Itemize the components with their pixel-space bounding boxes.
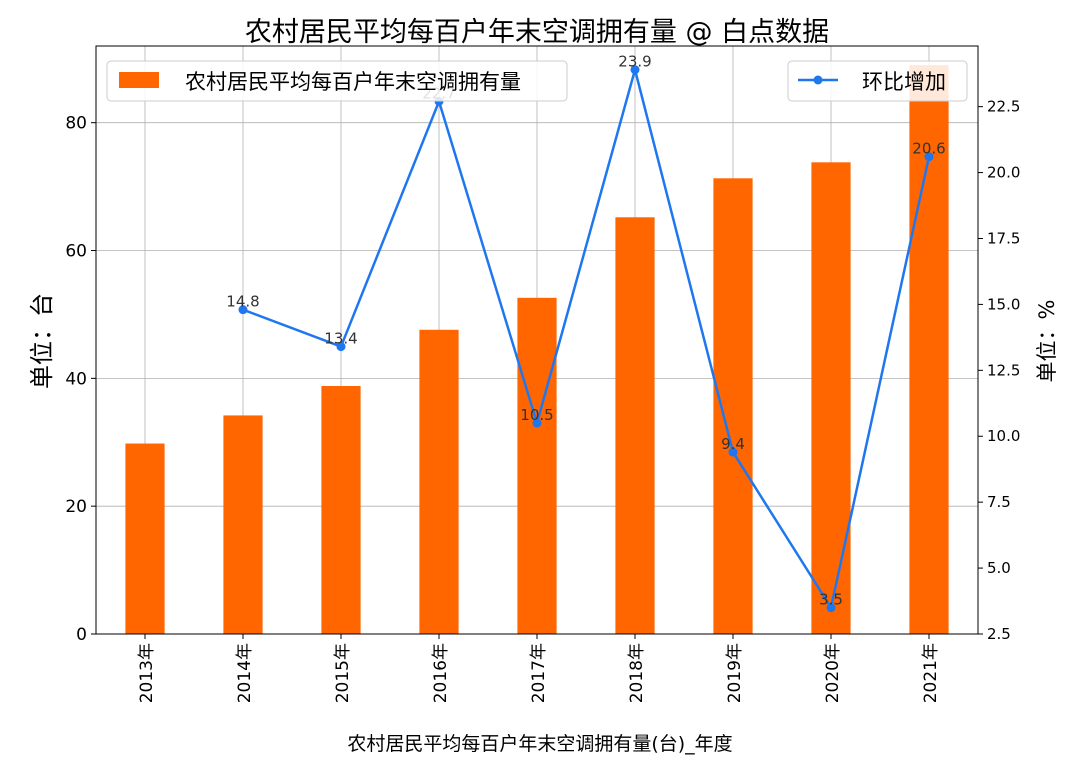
line-path — [242, 68, 931, 609]
legend-bar-swatch — [119, 72, 159, 88]
data-label: 20.6 — [912, 140, 945, 158]
data-label: 9.4 — [721, 435, 745, 453]
axes: 0 20 40 60 80 2.5 5.0 7.5 10.0 12.5 15.0 17.5 20.0 22… — [65, 45, 1020, 703]
y-axis-right-label: 单位：% — [1035, 300, 1059, 383]
legend-line-marker — [813, 75, 823, 85]
line-point — [336, 342, 346, 352]
x-tick-label: 2018年 — [627, 643, 647, 703]
bar — [811, 162, 851, 635]
y-left-tick-label: 60 — [65, 242, 87, 262]
y-right-tick-label: 22.5 — [987, 98, 1020, 116]
x-tick-label: 2014年 — [235, 643, 255, 703]
x-axis-label: 农村居民平均每百户年末空调拥有量(台)_年度 — [347, 733, 732, 755]
x-tick-label: 2019年 — [725, 643, 745, 703]
y-right-tick-label: 7.5 — [987, 493, 1011, 511]
y-right-tick-label: 5.0 — [987, 559, 1011, 577]
x-tick-label: 2013年 — [137, 643, 157, 703]
y-right-tick-label: 20.0 — [987, 164, 1020, 182]
y-right-tick-label: 12.5 — [987, 361, 1020, 379]
y-right-tick-label: 10.0 — [987, 427, 1020, 445]
y-left-tick-label: 20 — [65, 497, 87, 517]
legend-line: 环比增加 — [787, 60, 968, 102]
bar — [713, 178, 753, 635]
x-tick-label: 2021年 — [921, 643, 941, 703]
legend-line-box — [787, 60, 968, 102]
y-left-tick-label: 80 — [65, 114, 87, 134]
y-right-tick-label: 17.5 — [987, 229, 1020, 247]
bar — [321, 386, 361, 634]
bar — [615, 217, 655, 634]
data-label: 10.5 — [520, 406, 553, 424]
y-axis-left-label: 单位：台 — [28, 293, 56, 389]
y-left-tick-label: 0 — [76, 625, 87, 645]
line-point — [630, 65, 640, 75]
x-tick-label: 2015年 — [333, 643, 353, 703]
data-label: 14.8 — [226, 293, 259, 311]
bar — [517, 297, 557, 634]
data-label: 23.9 — [618, 53, 651, 71]
x-tick-label: 2020年 — [823, 643, 843, 703]
y-right-tick-label: 15.0 — [987, 295, 1020, 313]
bar-series — [125, 65, 949, 635]
bar — [125, 443, 165, 634]
legend-bar: 农村居民平均每百户年末空调拥有量 — [106, 60, 568, 102]
y-left-tick-label: 40 — [65, 369, 87, 389]
bar — [223, 415, 263, 634]
x-tick-label: 2017年 — [529, 643, 549, 703]
x-tick-label: 2016年 — [431, 643, 451, 703]
data-label: 3.5 — [819, 591, 843, 609]
line-point — [238, 305, 248, 315]
legends: 农村居民平均每百户年末空调拥有量 环比增加 — [106, 60, 968, 102]
y-right-tick-label: 2.5 — [987, 625, 1011, 643]
legend-bar-label: 农村居民平均每百户年末空调拥有量 — [185, 70, 521, 94]
data-label: 13.4 — [324, 330, 357, 348]
legend-bar-box — [106, 60, 568, 102]
line-point — [924, 152, 934, 162]
line-point — [826, 603, 836, 613]
legend-line-label: 环比增加 — [862, 70, 946, 94]
bar — [419, 329, 459, 634]
line-point — [728, 447, 738, 457]
line-point — [532, 418, 542, 428]
chart-title: 农村居民平均每百户年末空调拥有量 @ 白点数据 — [245, 17, 829, 48]
